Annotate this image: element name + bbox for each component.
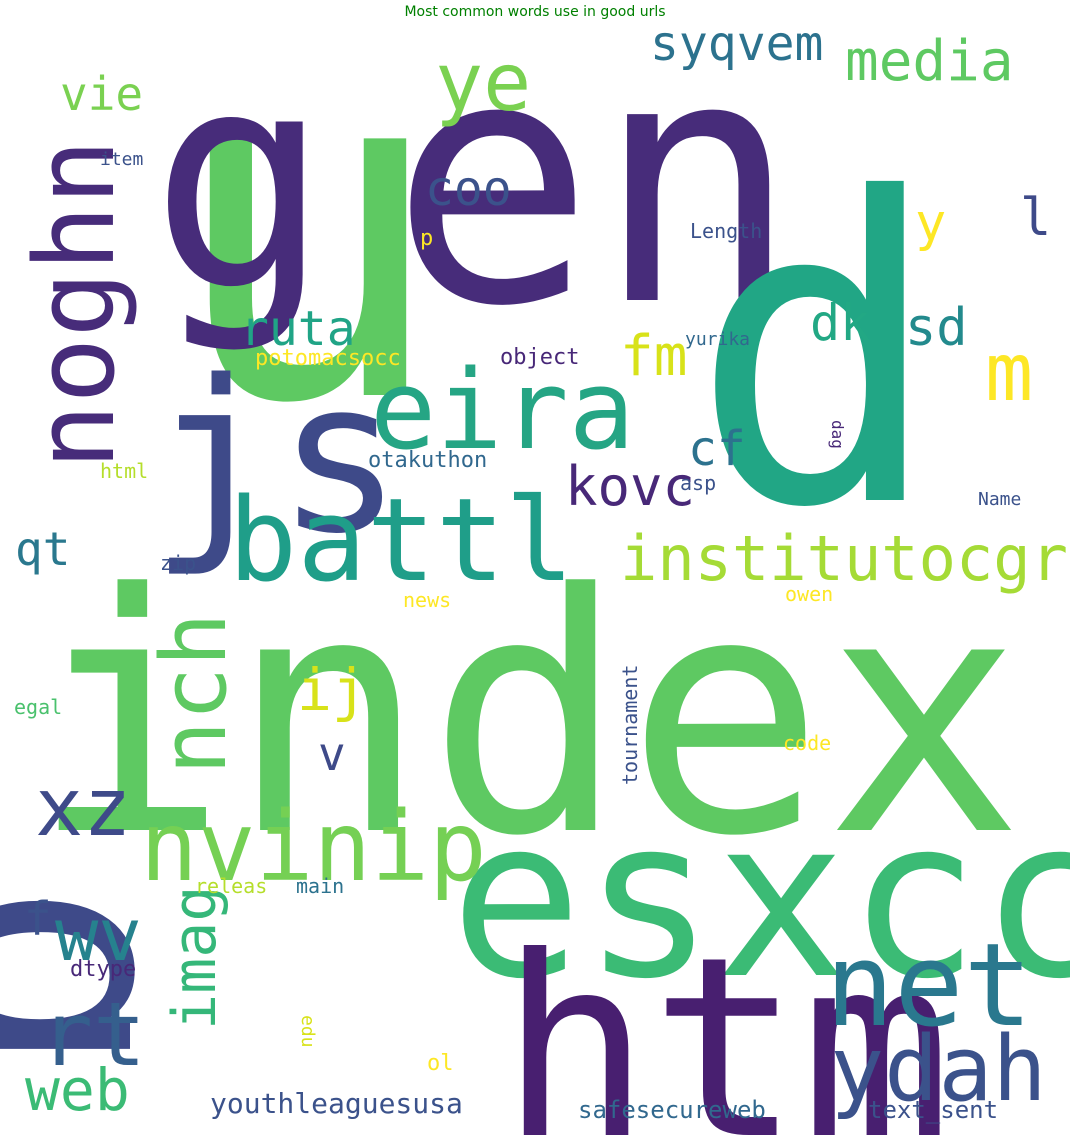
word-imag: imag <box>160 886 230 1031</box>
chart-title: Most common words use in good urls <box>404 4 666 20</box>
word-text-sent: text_sent <box>868 1096 998 1124</box>
word-name: Name <box>978 489 1021 510</box>
word-coo: coo <box>425 161 512 217</box>
word-otakuthon: otakuthon <box>368 448 487 473</box>
word-institutocgr: institutocgr <box>620 522 1068 595</box>
word-battl: battl <box>228 474 574 608</box>
word-nvinip: nvinip <box>140 791 487 903</box>
word-asp: asp <box>680 471 716 495</box>
word-net: net <box>825 919 1033 1053</box>
word-u: u <box>165 0 448 506</box>
word-length: Length <box>690 219 762 243</box>
word-vie: vie <box>60 67 143 121</box>
word-yurika: yurika <box>685 329 750 350</box>
word-ye: ye <box>435 36 531 129</box>
word-ol: ol <box>427 1051 454 1076</box>
word-kovc: kovc <box>565 455 695 518</box>
word-dk: dk <box>810 294 870 352</box>
word-noghn: noghn <box>11 139 139 470</box>
word-object: object <box>500 345 579 370</box>
word-ydah: ydah <box>830 1017 1047 1122</box>
word-rt: rt <box>40 983 146 1086</box>
word-syqvem: syqvem <box>650 16 823 72</box>
word-youthleaguesusa: youthleaguesusa <box>210 1087 463 1120</box>
word-tournament: tournament <box>618 665 642 785</box>
word-index: index <box>30 524 1023 908</box>
word-ij: ij <box>297 656 367 724</box>
word-f: f <box>24 892 52 946</box>
word-v: v <box>318 727 346 781</box>
word-ruta: ruta <box>240 301 356 357</box>
word-eira: eira <box>370 346 635 474</box>
word-safesecureweb: safesecureweb <box>578 1096 766 1124</box>
word-sd: sd <box>905 298 968 358</box>
word-xz: xz <box>35 761 131 854</box>
word-nch: nch <box>142 612 247 775</box>
word-egal: egal <box>14 695 62 719</box>
word-web: web <box>25 1056 130 1124</box>
word-y: y <box>915 193 946 253</box>
word-qt: qt <box>15 522 70 576</box>
word-g: g <box>150 7 331 356</box>
word-main: main <box>296 874 344 898</box>
word-code: code <box>783 731 831 755</box>
word-en: en <box>390 0 799 381</box>
word-fm: fm <box>620 324 687 389</box>
word-l: l <box>1020 188 1051 248</box>
word-htm: htm <box>500 903 952 1144</box>
word-js: js <box>150 335 403 580</box>
word-html: html <box>100 459 148 483</box>
word-news: news <box>403 588 451 612</box>
word-cf: cf <box>688 421 746 477</box>
word-zip: zip <box>160 551 196 575</box>
word-p: p <box>420 226 433 251</box>
word-d: d <box>690 111 943 600</box>
word-dtype: dtype <box>70 957 136 982</box>
word-wv: wv <box>55 893 142 977</box>
word-potomacsocc: potomacsocc <box>255 346 401 371</box>
word-media: media <box>845 29 1014 94</box>
word-item: item <box>100 149 143 170</box>
word-edu: edu <box>297 1015 318 1048</box>
word-dag: dag <box>828 420 847 449</box>
word-owen: owen <box>785 582 833 606</box>
word-esxcc: esxcc <box>450 771 1070 1027</box>
word-releas: releas <box>195 874 267 898</box>
word-m: m <box>985 326 1033 419</box>
word-b: b <box>0 881 208 1080</box>
